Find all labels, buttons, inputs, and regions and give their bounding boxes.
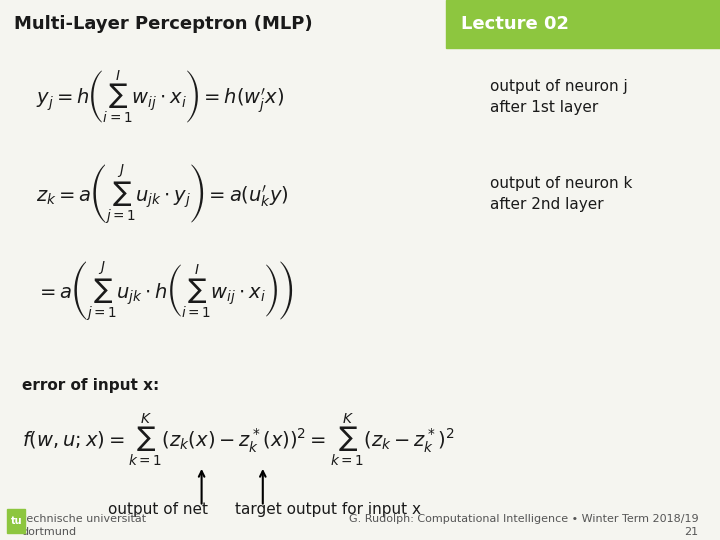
Text: $y_j = h\left(\sum_{i=1}^{I} w_{ij} \cdot x_i\right) = h(w_j^{\prime} x)$: $y_j = h\left(\sum_{i=1}^{I} w_{ij} \cdo…	[36, 69, 284, 125]
Text: output of net: output of net	[109, 502, 208, 517]
Text: tu: tu	[10, 516, 22, 526]
Bar	[7, 509, 25, 534]
Text: technische universität
dortmund: technische universität dortmund	[22, 514, 145, 537]
Text: Lecture 02: Lecture 02	[461, 15, 569, 33]
Text: G. Rudolph: Computational Intelligence • Winter Term 2018/19
21: G. Rudolph: Computational Intelligence •…	[348, 514, 698, 537]
Text: output of neuron j
after 1st layer: output of neuron j after 1st layer	[490, 79, 627, 115]
Text: Multi-Layer Perceptron (MLP): Multi-Layer Perceptron (MLP)	[14, 15, 313, 33]
Text: output of neuron k
after 2nd layer: output of neuron k after 2nd layer	[490, 176, 632, 212]
Bar	[446, 0, 720, 49]
Bar	[0, 0, 446, 49]
Text: $= a\left(\sum_{j=1}^{J} u_{jk} \cdot h\left(\sum_{i=1}^{I} w_{ij} \cdot x_i\rig: $= a\left(\sum_{j=1}^{J} u_{jk} \cdot h\…	[36, 259, 294, 322]
Text: error of input x:: error of input x:	[22, 378, 159, 393]
Text: target output for input x: target output for input x	[235, 502, 420, 517]
Text: $f(w, u; x) = \sum_{k=1}^{K} (z_k(x) - z_k^*(x))^2 = \sum_{k=1}^{K} (z_k - z_k^*: $f(w, u; x) = \sum_{k=1}^{K} (z_k(x) - z…	[22, 410, 454, 468]
Text: $z_k = a\left(\sum_{j=1}^{J} u_{jk} \cdot y_j\right) = a(u_k^{\prime} y)$: $z_k = a\left(\sum_{j=1}^{J} u_{jk} \cdo…	[36, 162, 289, 226]
